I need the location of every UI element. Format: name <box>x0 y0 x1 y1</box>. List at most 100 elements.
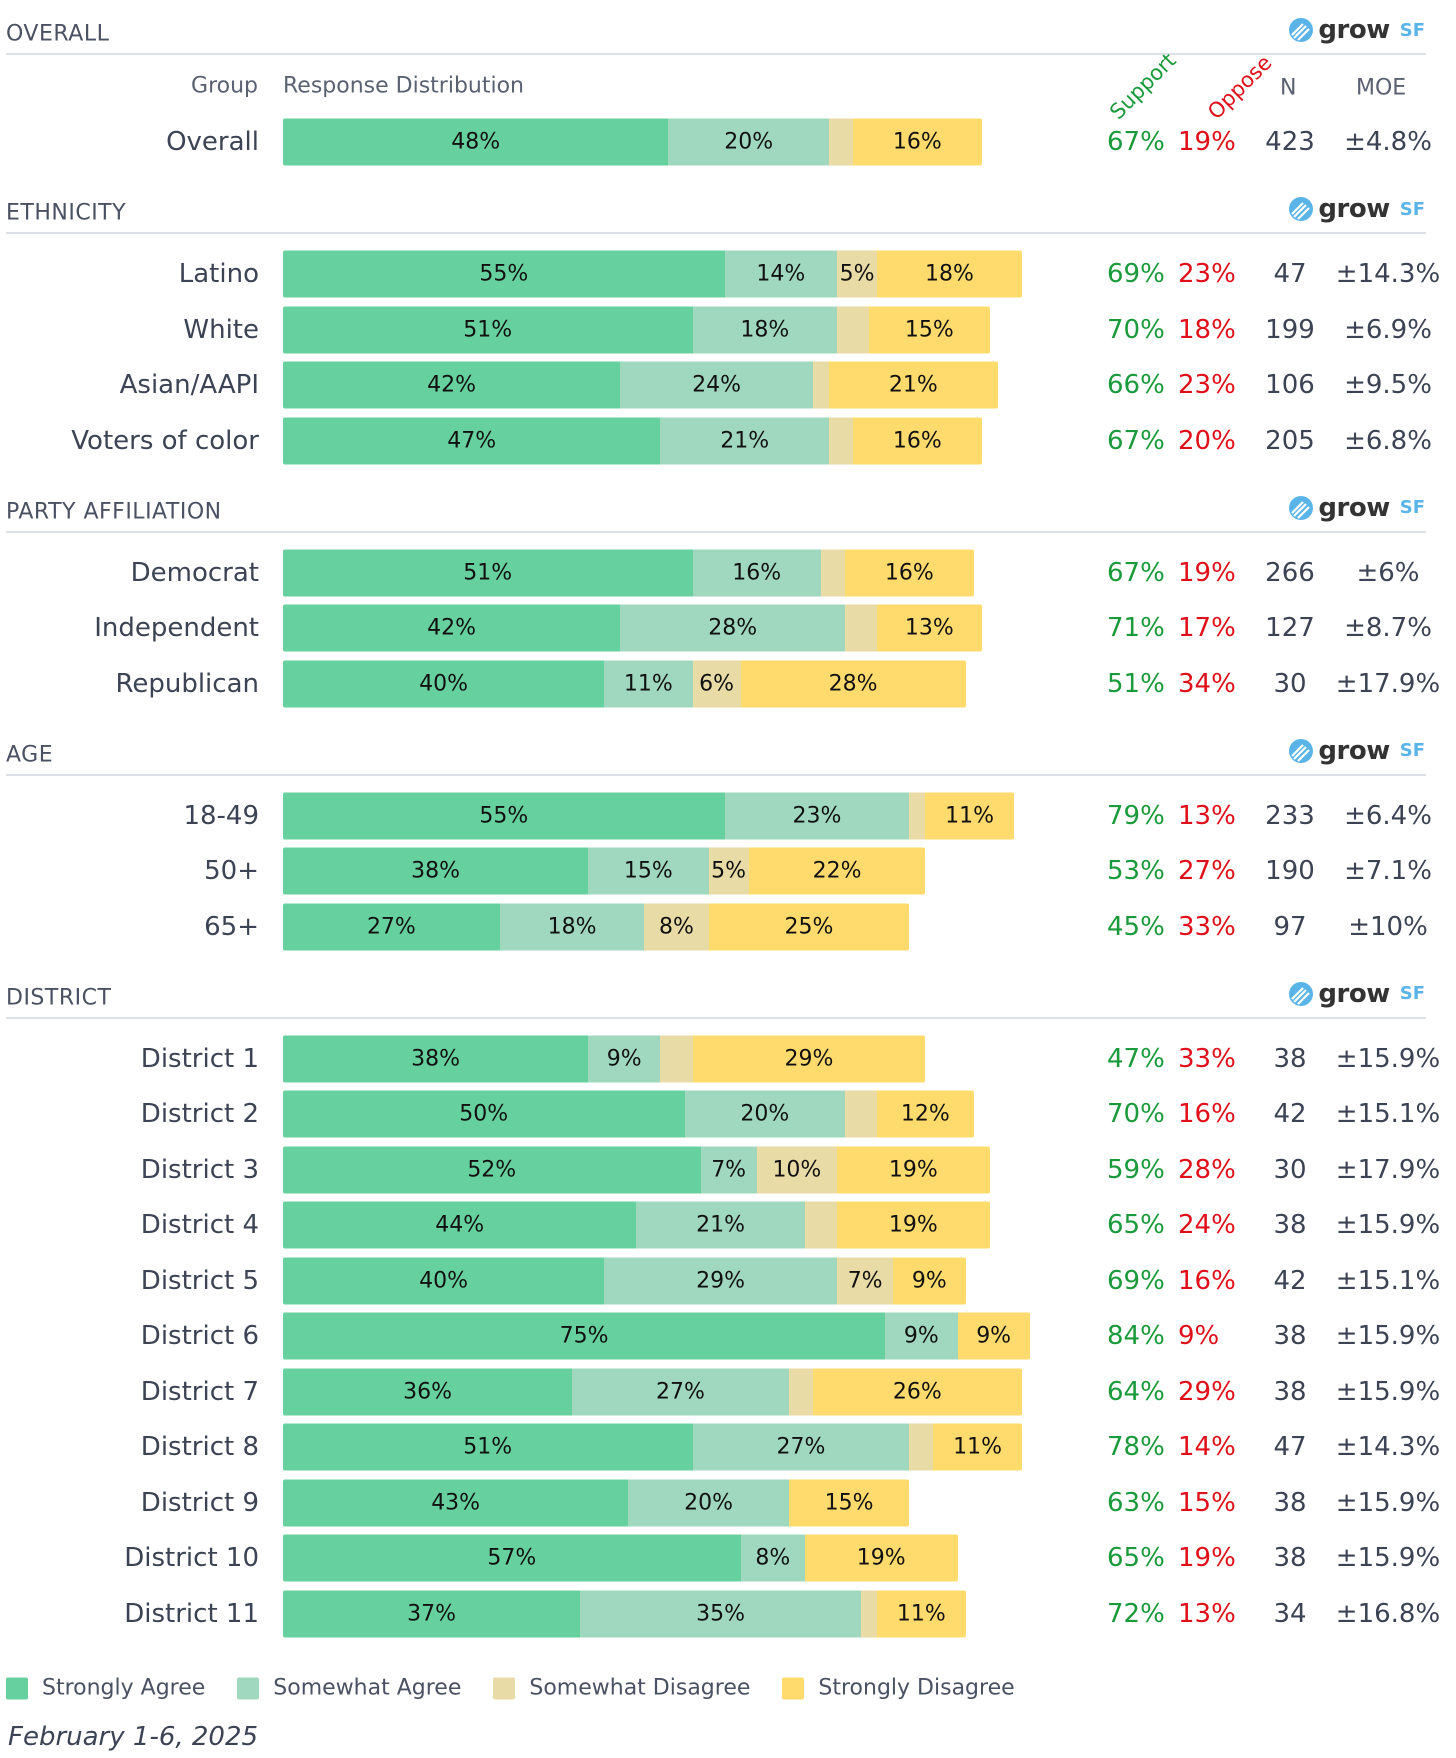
bar-segment-strongly-disagree: 18% <box>877 250 1022 298</box>
moe-value: ±7.1% <box>1344 856 1432 886</box>
bar-segment-somewhat-agree: 15% <box>588 847 709 895</box>
n-value: 30 <box>1273 1154 1307 1185</box>
stacked-bar: 75% 9% 9% <box>283 1312 1030 1360</box>
support-value: 51% <box>1107 668 1165 699</box>
moe-value: ±15.9% <box>1335 1321 1441 1351</box>
stacked-bar: 36% 27% 26% <box>283 1368 1022 1415</box>
support-value: 47% <box>1107 1043 1165 1074</box>
oppose-value: 23% <box>1178 370 1236 400</box>
section-divider <box>6 1016 1426 1019</box>
bar-segment-strongly-agree: 51% <box>283 1423 693 1471</box>
support-value: 67% <box>1107 557 1165 588</box>
support-value: 45% <box>1107 911 1165 942</box>
moe-value: ±17.9% <box>1335 1154 1441 1185</box>
section-title: PARTY AFFILIATION <box>6 499 222 524</box>
bar-segment-somewhat-agree: 20% <box>684 1090 846 1138</box>
n-value: 47 <box>1273 1432 1307 1462</box>
bar-segment-somewhat-agree: 18% <box>499 903 645 950</box>
bar-segment-strongly-agree: 48% <box>283 118 669 166</box>
bar-segment-strongly-disagree: 11% <box>925 792 1014 839</box>
bar-segment-strongly-agree: 55% <box>283 250 725 298</box>
n-value: 42 <box>1273 1099 1307 1129</box>
stacked-bar: 51% 27% 11% <box>283 1423 1022 1471</box>
bar-segment-somewhat-agree: 28% <box>620 604 846 652</box>
bar-segment-strongly-disagree: 11% <box>877 1590 966 1637</box>
bar-segment-strongly-disagree: 9% <box>893 1257 966 1304</box>
bar-segment-strongly-agree: 51% <box>283 306 693 353</box>
oppose-value: 28% <box>1178 1154 1236 1185</box>
bar-segment-strongly-agree: 42% <box>283 604 621 652</box>
logo-suffix: SF <box>1399 497 1425 518</box>
bar-segment-strongly-agree: 47% <box>283 417 661 464</box>
group-label: White <box>183 314 259 345</box>
column-header-n: N <box>1280 75 1297 101</box>
growsf-logo-icon <box>1289 981 1314 1006</box>
bar-segment-strongly-agree: 43% <box>283 1479 629 1526</box>
support-value: 53% <box>1107 856 1165 886</box>
bar-segment-somewhat-disagree <box>845 604 878 652</box>
section-divider <box>6 53 1426 55</box>
bar-segment-strongly-agree: 40% <box>283 660 605 707</box>
bar-segment-strongly-agree: 27% <box>283 903 500 950</box>
moe-value: ±15.1% <box>1335 1265 1441 1296</box>
logo-suffix: SF <box>1399 19 1425 41</box>
n-value: 106 <box>1265 370 1315 400</box>
legend-label: Strongly Agree <box>42 1675 206 1701</box>
bar-segment-somewhat-agree: 20% <box>668 118 830 166</box>
oppose-value: 19% <box>1178 1543 1236 1573</box>
bar-segment-strongly-disagree: 19% <box>804 1534 958 1582</box>
column-header-support: Support <box>1105 48 1181 125</box>
n-value: 38 <box>1273 1321 1307 1351</box>
stacked-bar: 51% 16% 16% <box>283 549 974 596</box>
section-title: OVERALL <box>6 21 110 47</box>
support-value: 67% <box>1107 425 1165 456</box>
bar-segment-somewhat-disagree <box>812 361 830 409</box>
survey-date: February 1-6, 2025 <box>8 1722 259 1752</box>
bar-segment-strongly-disagree: 25% <box>708 903 910 950</box>
column-header-moe: MOE <box>1356 75 1407 101</box>
group-label: District 8 <box>140 1432 259 1462</box>
growsf-logo-icon <box>1289 197 1314 221</box>
bar-segment-strongly-agree: 55% <box>283 792 725 839</box>
bar-segment-strongly-agree: 75% <box>283 1312 886 1360</box>
bar-segment-somewhat-agree: 35% <box>580 1590 862 1637</box>
n-value: 266 <box>1265 557 1315 588</box>
group-label: District 1 <box>140 1043 259 1074</box>
column-header-group: Group <box>191 73 258 99</box>
growsf-logo-icon <box>1289 18 1314 42</box>
bar-segment-somewhat-agree: 20% <box>628 1479 789 1526</box>
n-value: 38 <box>1273 1543 1307 1573</box>
group-label: District 6 <box>140 1321 259 1351</box>
bar-segment-strongly-disagree: 16% <box>853 417 982 464</box>
oppose-value: 16% <box>1178 1265 1236 1296</box>
section-title: AGE <box>6 742 54 767</box>
group-label: District 10 <box>124 1543 259 1573</box>
moe-value: ±15.9% <box>1335 1487 1441 1518</box>
group-label: District 3 <box>140 1154 259 1185</box>
bar-segment-strongly-agree: 40% <box>283 1257 605 1304</box>
oppose-value: 33% <box>1178 911 1236 942</box>
bar-segment-somewhat-disagree: 7% <box>837 1257 894 1304</box>
bar-segment-strongly-disagree: 11% <box>933 1423 1022 1471</box>
bar-segment-somewhat-disagree <box>861 1590 878 1637</box>
bar-segment-strongly-disagree: 9% <box>957 1312 1030 1360</box>
bar-segment-strongly-disagree: 22% <box>748 847 926 895</box>
logo-suffix: SF <box>1399 983 1425 1004</box>
stacked-bar: 27% 18% 8% 25% <box>283 903 910 950</box>
bar-segment-strongly-agree: 57% <box>283 1534 741 1582</box>
bar-segment-somewhat-disagree: 5% <box>708 847 749 895</box>
support-value: 65% <box>1107 1543 1165 1573</box>
group-label: Latino <box>178 259 259 289</box>
oppose-value: 27% <box>1178 856 1236 886</box>
bar-segment-somewhat-disagree <box>820 549 846 596</box>
legend-item-somewhat-agree: Somewhat Agree <box>237 1676 461 1701</box>
group-label: Overall <box>166 127 259 157</box>
moe-value: ±6.9% <box>1344 314 1432 345</box>
group-label: District 4 <box>140 1210 259 1240</box>
group-label: 18-49 <box>183 800 259 831</box>
stacked-bar: 42% 24% 21% <box>283 361 998 409</box>
logo-word: grow <box>1318 194 1390 224</box>
bar-segment-strongly-agree: 37% <box>283 1590 581 1637</box>
bar-segment-strongly-disagree: 26% <box>812 1368 1022 1415</box>
bar-segment-strongly-disagree: 19% <box>837 1201 990 1249</box>
